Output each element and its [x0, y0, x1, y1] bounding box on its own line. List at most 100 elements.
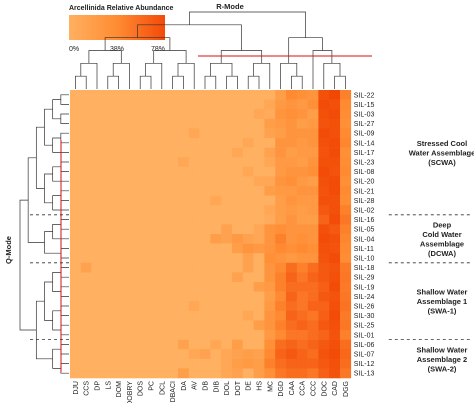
row-label: SIL-22 [354, 92, 375, 99]
heatmap-cell [124, 99, 136, 110]
heatmap-cell [253, 214, 265, 225]
heatmap-cell [275, 282, 287, 292]
heatmap-cell [307, 368, 319, 379]
row-dendrogram-branch [60, 190, 69, 201]
column-label: DE [246, 381, 253, 391]
heatmap-cell [178, 272, 190, 283]
heatmap-cell [264, 166, 276, 177]
heatmap-cell [286, 214, 298, 225]
heatmap-cell [91, 253, 103, 264]
heatmap-cell [232, 99, 244, 110]
heatmap-cell [167, 176, 179, 187]
heatmap-cell [178, 147, 190, 158]
column-label: DGD [278, 381, 285, 397]
heatmap-cell [242, 330, 254, 340]
row-dendrogram-branch [60, 113, 69, 124]
heatmap-cell [318, 157, 330, 168]
heatmap-cell [242, 262, 254, 273]
heatmap-cell [80, 262, 92, 273]
heatmap-cell [199, 262, 211, 273]
row-dendrogram-branch [60, 161, 69, 172]
heatmap-cell [113, 282, 125, 292]
heatmap-cell [307, 234, 319, 244]
heatmap-cell [232, 224, 244, 235]
heatmap-cell [242, 205, 254, 216]
row-label: SIL-21 [354, 188, 375, 195]
heatmap-cell [340, 349, 352, 360]
heatmap-cell [286, 109, 298, 120]
heatmap-cell [70, 262, 82, 273]
heatmap-cell [102, 339, 114, 350]
heatmap-cell [91, 368, 103, 379]
heatmap-cell [134, 205, 146, 216]
heatmap-cell [134, 147, 146, 158]
heatmap-cell [264, 234, 276, 244]
heatmap-cell [124, 272, 136, 283]
heatmap-cell [145, 310, 157, 321]
heatmap-cell [188, 138, 200, 148]
heatmap-cell [318, 310, 330, 321]
heatmap-cell [124, 205, 136, 216]
heatmap-cell [286, 358, 298, 369]
heatmap-cell [221, 224, 233, 235]
heatmap-cell [70, 368, 82, 379]
row-label: SIL-11 [354, 246, 374, 253]
row-dendrogram-branch [60, 267, 69, 278]
heatmap-cell [318, 186, 330, 196]
heatmap-cell [242, 138, 254, 148]
row-label: SIL-04 [354, 236, 375, 243]
heatmap-cell [70, 339, 82, 350]
column-label: AV [192, 381, 199, 390]
heatmap-cell [221, 214, 233, 225]
heatmap-cell [221, 166, 233, 177]
heatmap-cell [307, 272, 319, 283]
heatmap-cell [134, 339, 146, 350]
heatmap-cell [188, 339, 200, 350]
heatmap-cell [340, 99, 352, 110]
heatmap-cell [210, 205, 222, 216]
heatmap-cell [124, 128, 136, 139]
heatmap-cell [286, 339, 298, 350]
heatmap-cell [102, 118, 114, 129]
heatmap-cell [242, 349, 254, 360]
heatmap-cell [91, 291, 103, 302]
heatmap-cell [340, 147, 352, 158]
heatmap-cell [318, 118, 330, 129]
heatmap-cell [307, 99, 319, 110]
heatmap-cell [329, 99, 341, 110]
heatmap-cell [156, 234, 168, 244]
heatmap-cell [178, 339, 190, 350]
heatmap-cell [242, 310, 254, 321]
heatmap-cell [286, 99, 298, 110]
heatmap-cell [340, 224, 352, 235]
heatmap-cell [340, 282, 352, 292]
heatmap-cell [156, 147, 168, 158]
heatmap-cell [242, 214, 254, 225]
heatmap-cell [329, 272, 341, 283]
heatmap-cell [113, 291, 125, 302]
heatmap-cell [113, 118, 125, 129]
heatmap-cell [210, 214, 222, 225]
heatmap-cell [275, 195, 287, 206]
heatmap-cell [253, 349, 265, 360]
heatmap-cell [253, 109, 265, 120]
heatmap-cell [264, 253, 276, 264]
heatmap-cell [80, 157, 92, 168]
heatmap-cell [80, 147, 92, 158]
heatmap-cell [210, 368, 222, 379]
heatmap-cell [264, 99, 276, 110]
heatmap-cell [264, 282, 276, 292]
heatmap-cell [264, 157, 276, 168]
column-label: DOL [224, 381, 231, 396]
heatmap-cell [329, 214, 341, 225]
heatmap-cell [340, 138, 352, 148]
heatmap-cell [296, 349, 308, 360]
row-dendrogram-branch [60, 132, 69, 144]
heatmap-cell [124, 291, 136, 302]
heatmap-cell [329, 320, 341, 331]
heatmap-cell [91, 349, 103, 360]
heatmap-cell [296, 253, 308, 264]
heatmap-cell [221, 339, 233, 350]
heatmap-cell [318, 99, 330, 110]
